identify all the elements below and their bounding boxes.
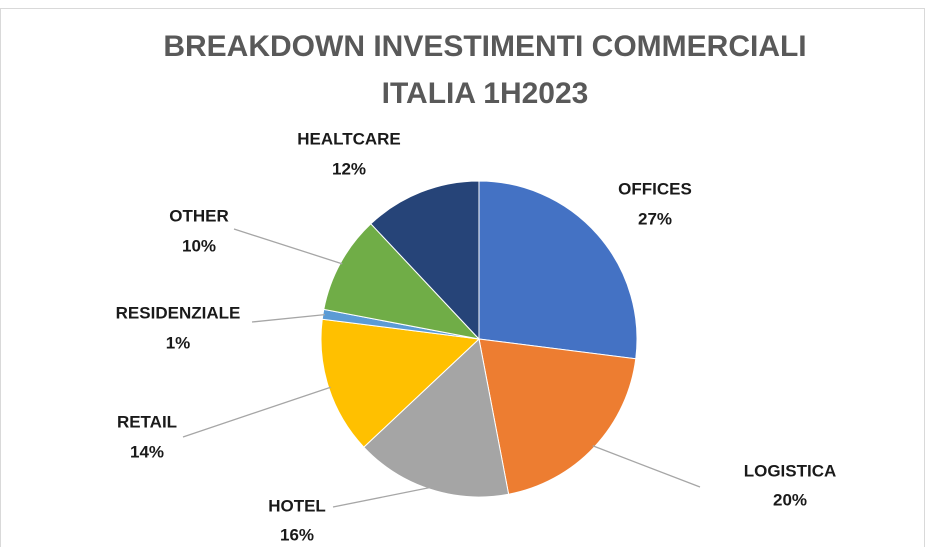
title-line: ITALIA 1H2023 bbox=[382, 77, 589, 110]
title-line: BREAKDOWN INVESTIMENTI COMMERCIALI bbox=[163, 30, 806, 63]
slice-label: HOTEL bbox=[268, 496, 326, 515]
pie-slice bbox=[478, 180, 638, 360]
pie-slice bbox=[370, 180, 480, 341]
leader-line bbox=[251, 313, 325, 323]
slice-label: HEALTCARE bbox=[297, 129, 401, 148]
slice-label: RETAIL bbox=[117, 412, 177, 431]
slice-value-label: 14% bbox=[130, 442, 164, 461]
slice-label: LOGISTICA bbox=[744, 461, 837, 480]
slice-label: OFFICES bbox=[618, 179, 692, 198]
slice-value-label: 1% bbox=[166, 333, 191, 352]
leader-line bbox=[182, 386, 331, 438]
slice-value-label: 16% bbox=[280, 525, 314, 544]
leader-line bbox=[332, 486, 431, 508]
slice-label: RESIDENZIALE bbox=[116, 303, 241, 322]
leader-line bbox=[233, 228, 343, 265]
slice-label: OTHER bbox=[169, 206, 229, 225]
slice-value-label: 20% bbox=[773, 490, 807, 509]
leader-line bbox=[592, 445, 701, 488]
slice-value-label: 27% bbox=[638, 209, 672, 228]
chart-title: BREAKDOWN INVESTIMENTI COMMERCIALI ITALIA… bbox=[163, 30, 806, 110]
chart-frame bbox=[0, 8, 925, 547]
slice-value-label: 10% bbox=[182, 236, 216, 255]
slice-value-label: 12% bbox=[332, 159, 366, 178]
pie-slice bbox=[478, 338, 637, 495]
pie-slice bbox=[363, 338, 510, 498]
